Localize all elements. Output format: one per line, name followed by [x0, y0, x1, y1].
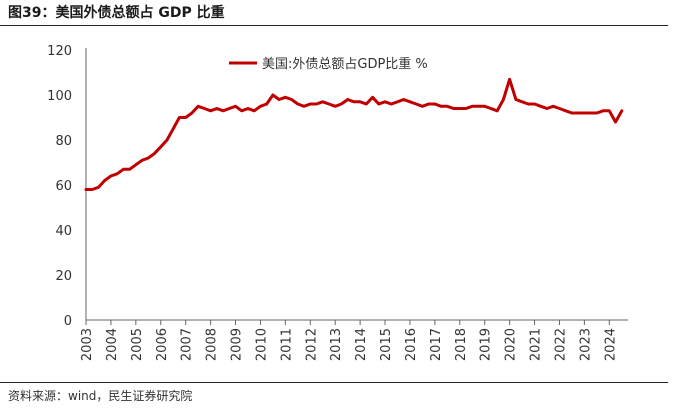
y-axis: 0 20 40 60 80 100 120 — [47, 44, 87, 329]
x-tick-label: 2011 — [279, 328, 294, 361]
y-tick-label: 100 — [47, 89, 72, 104]
x-tick-label: 2008 — [205, 328, 220, 361]
x-tick-label: 2013 — [329, 328, 344, 361]
source-note: 资料来源：wind，民生证券研究院 — [8, 389, 193, 403]
y-tick-label: 120 — [47, 44, 72, 59]
x-tick-label: 2005 — [130, 328, 145, 361]
x-tick-label: 2021 — [529, 328, 544, 361]
x-axis: 2003 2004 2005 2006 2007 2008 2009 2010 2011 2012… — [80, 319, 628, 361]
y-tick-label: 80 — [55, 134, 72, 149]
x-tick-label: 2019 — [479, 328, 494, 361]
y-tick-label: 20 — [55, 269, 72, 284]
x-tick-label: 2017 — [429, 328, 444, 361]
x-tick-label: 2009 — [230, 328, 245, 361]
x-tick-label: 2020 — [504, 328, 519, 361]
x-tick-label: 2006 — [155, 328, 170, 361]
x-tick-label: 2004 — [105, 328, 120, 361]
y-tick-label: 0 — [64, 314, 72, 329]
x-tick-label: 2010 — [254, 328, 269, 361]
y-tick-label: 60 — [55, 179, 72, 194]
x-tick-label: 2023 — [578, 328, 593, 361]
series-line-0 — [84, 77, 624, 191]
x-tick-label: 2003 — [80, 328, 95, 361]
x-tick-label: 2007 — [180, 328, 195, 361]
x-tick-label: 2016 — [404, 328, 419, 361]
x-tick-label: 2024 — [603, 328, 618, 361]
x-tick-label: 2015 — [379, 328, 394, 361]
top-rule — [0, 25, 668, 26]
x-tick-label: 2018 — [454, 328, 469, 361]
x-tick-label: 2014 — [354, 328, 369, 361]
x-tick-label: 2012 — [304, 328, 319, 361]
legend-label: 美国:外债总额占GDP比重 % — [262, 56, 428, 72]
bottom-rule — [0, 382, 668, 383]
y-tick-label: 40 — [55, 224, 72, 239]
figure-title: 图39：美国外债总额占 GDP 比重 — [8, 5, 225, 21]
x-tick-label: 2022 — [553, 328, 568, 361]
plot-area — [84, 77, 624, 191]
legend: 美国:外债总额占GDP比重 % — [229, 56, 428, 72]
